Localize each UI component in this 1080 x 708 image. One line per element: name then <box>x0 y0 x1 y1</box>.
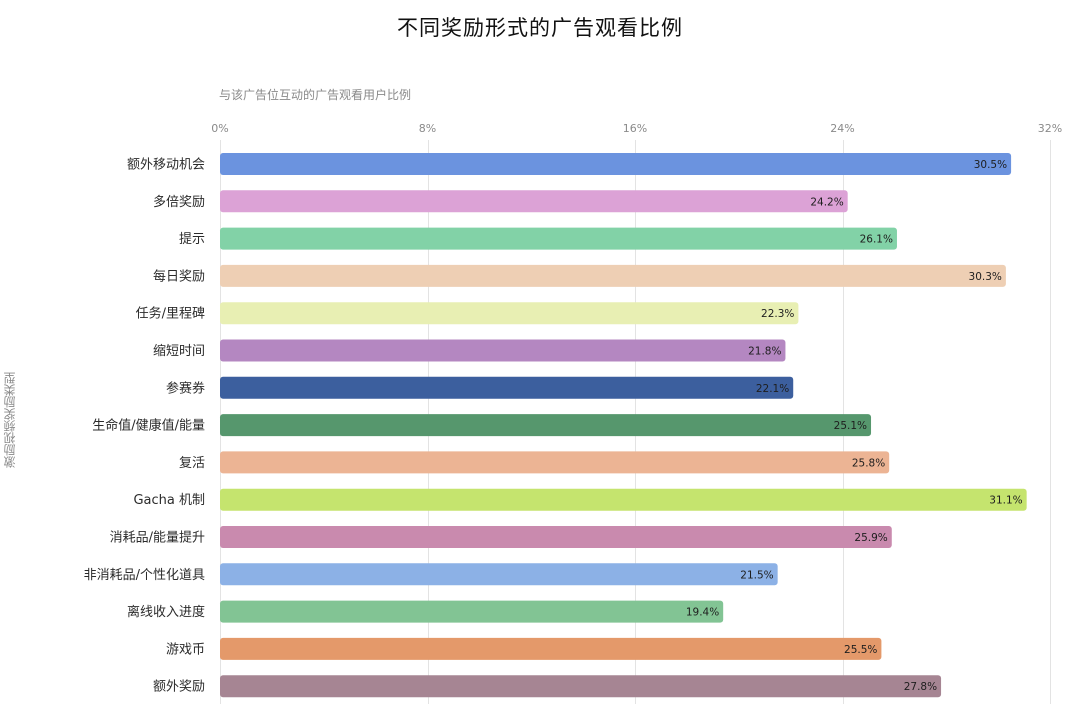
category-label: 离线收入进度 <box>127 604 205 620</box>
category-label: 参赛券 <box>166 380 205 396</box>
bar <box>220 600 724 623</box>
value-label: 24.2% <box>810 196 843 208</box>
value-labels: 30.5% 24.2% 26.1% 30.3% 22.3% 21.8% 22.1% 25.1%… <box>686 159 1023 693</box>
category-label: 额外奖励 <box>153 680 205 695</box>
bar <box>220 190 848 213</box>
value-label: 31.1% <box>989 495 1022 507</box>
bars <box>220 153 1027 698</box>
bar <box>220 264 1006 287</box>
bar <box>220 451 890 474</box>
category-label: 复活 <box>179 456 205 471</box>
category-label: 生命值/健康值/能量 <box>92 418 205 434</box>
bar <box>220 339 786 362</box>
bar <box>220 227 897 250</box>
value-label: 25.5% <box>844 644 877 656</box>
category-label: 非消耗品/个性化道具 <box>84 568 205 583</box>
category-label: 每日奖励 <box>153 268 205 284</box>
category-label: 多倍奖励 <box>153 194 205 210</box>
bar <box>220 637 882 660</box>
value-label: 27.8% <box>904 681 937 693</box>
value-label: 26.1% <box>860 234 893 246</box>
value-label: 22.3% <box>761 308 794 320</box>
bar <box>220 414 872 437</box>
value-label: 21.8% <box>748 346 781 358</box>
value-label: 25.1% <box>834 420 867 432</box>
bar <box>220 376 794 399</box>
category-labels: 额外移动机会多倍奖励提示每日奖励任务/里程碑缩短时间参赛券生命值/健康值/能量复… <box>84 158 205 695</box>
x-tick-label: 24% <box>830 122 854 135</box>
x-tick-label: 32% <box>1038 122 1062 135</box>
value-label: 19.4% <box>686 607 719 619</box>
x-tick-label: 16% <box>623 122 647 135</box>
value-label: 30.3% <box>969 271 1002 283</box>
category-label: 额外移动机会 <box>127 158 205 173</box>
value-label: 30.5% <box>974 159 1007 171</box>
bar <box>220 153 1012 175</box>
category-label: 游戏币 <box>166 642 205 657</box>
category-label: 提示 <box>179 231 205 247</box>
chart-title: 不同奖励形式的广告观看比例 <box>397 16 683 40</box>
value-label: 25.8% <box>852 457 885 469</box>
value-label: 22.1% <box>756 383 789 395</box>
x-tick-label: 8% <box>419 122 436 135</box>
bar <box>220 563 778 586</box>
x-tick-label: 0% <box>211 122 228 135</box>
category-label: 任务/里程碑 <box>136 306 205 322</box>
value-label: 21.5% <box>740 569 773 581</box>
bar <box>220 526 892 548</box>
category-label: 消耗品/能量提升 <box>110 530 205 546</box>
x-axis-ticks: 0% 8% 16% 24% 32% <box>211 122 1062 135</box>
bar <box>220 675 942 698</box>
category-label: 缩短时间 <box>153 343 205 359</box>
x-axis-title: 与该广告位互动的广告观看用户比例 <box>219 88 412 102</box>
category-label: Gacha 机制 <box>133 493 205 508</box>
bar <box>220 488 1027 511</box>
bar <box>220 302 799 325</box>
value-label: 25.9% <box>854 532 887 544</box>
